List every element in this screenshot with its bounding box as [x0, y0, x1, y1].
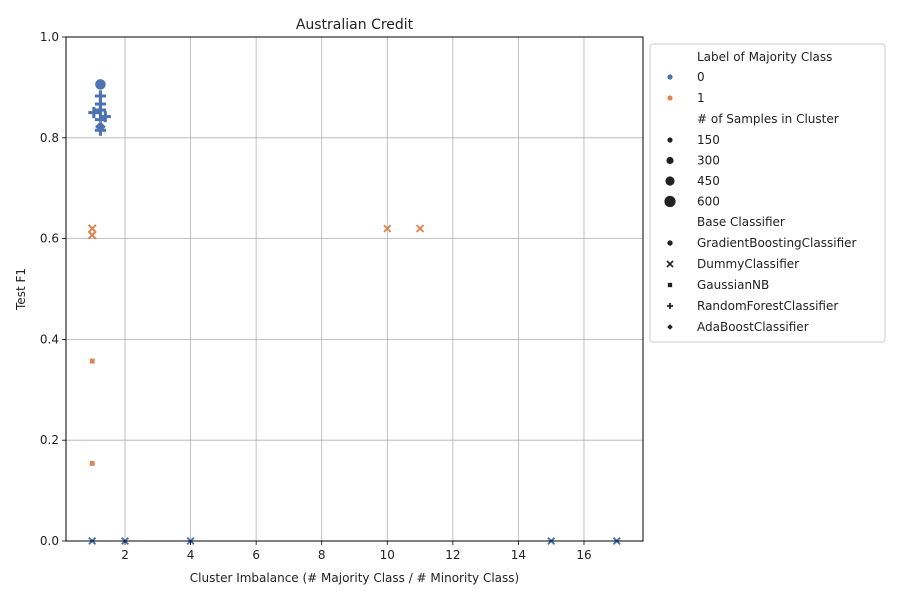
x-tick-label: 4	[187, 548, 195, 562]
x-tick-label: 6	[252, 548, 260, 562]
legend-size-title: # of Samples in Cluster	[697, 112, 839, 126]
legend-style-marker	[667, 303, 673, 309]
legend-hue-label: 1	[697, 91, 705, 105]
x-tick-label: 10	[380, 548, 395, 562]
legend-style-label: RandomForestClassifier	[697, 299, 838, 313]
legend-style-marker	[667, 282, 673, 288]
data-point	[88, 107, 100, 119]
legend-style-label: GradientBoostingClassifier	[697, 236, 857, 250]
data-point	[89, 460, 96, 467]
data-point	[94, 104, 106, 116]
x-axis-label: Cluster Imbalance (# Majority Class / # …	[190, 571, 519, 585]
data-points	[87, 78, 621, 545]
legend-size-marker	[664, 195, 676, 208]
legend: Label of Majority Class 0 1 # of Samples …	[649, 43, 886, 343]
legend-frame	[649, 43, 886, 343]
y-tick-label: 0.2	[40, 433, 59, 447]
data-point	[415, 224, 425, 233]
x-tick-label: 12	[445, 548, 460, 562]
legend-style-title: Base Classifier	[697, 215, 785, 229]
x-tick-label: 16	[576, 548, 591, 562]
legend-hue-title: Label of Majority Class	[697, 50, 832, 64]
x-tick-label: 14	[511, 548, 526, 562]
legend-style-label: GaussianNB	[697, 278, 769, 292]
legend-size-label: 300	[697, 154, 720, 168]
x-tick-label: 8	[318, 548, 326, 562]
legend-style-marker	[666, 239, 674, 247]
y-tick-label: 1.0	[40, 30, 59, 44]
legend-size-marker	[665, 176, 675, 186]
legend-hue-marker	[667, 74, 673, 80]
y-tick-label: 0.8	[40, 131, 59, 145]
y-axis-label: Test F1	[14, 268, 28, 311]
data-point	[94, 78, 107, 91]
chart-title: Australian Credit	[296, 17, 414, 33]
legend-size-label: 150	[697, 133, 720, 147]
legend-size-marker	[667, 137, 673, 143]
data-point	[87, 230, 97, 240]
y-tick-label: 0.4	[40, 332, 59, 346]
legend-size-label: 600	[697, 195, 720, 209]
legend-size-label: 450	[697, 174, 720, 188]
axis-ticks: 2 4 6 8 10 12 14 16 0.0 0.2 0.4 0.6 0.8 1.0	[40, 30, 592, 562]
y-tick-label: 0.0	[40, 534, 59, 548]
plot-frame	[65, 36, 644, 542]
data-point	[94, 124, 106, 136]
legend-size-marker	[666, 156, 674, 165]
data-point	[383, 224, 392, 233]
legend-style-marker	[666, 323, 674, 331]
legend-hue-label: 0	[697, 70, 705, 84]
y-tick-label: 0.6	[40, 232, 59, 246]
data-point	[87, 224, 97, 233]
legend-style-label: AdaBoostClassifier	[697, 320, 809, 334]
legend-style-label: DummyClassifier	[697, 257, 799, 271]
legend-hue-marker	[667, 95, 673, 101]
x-tick-label: 2	[121, 548, 129, 562]
legend-style-marker	[666, 260, 674, 268]
data-point	[89, 358, 96, 364]
